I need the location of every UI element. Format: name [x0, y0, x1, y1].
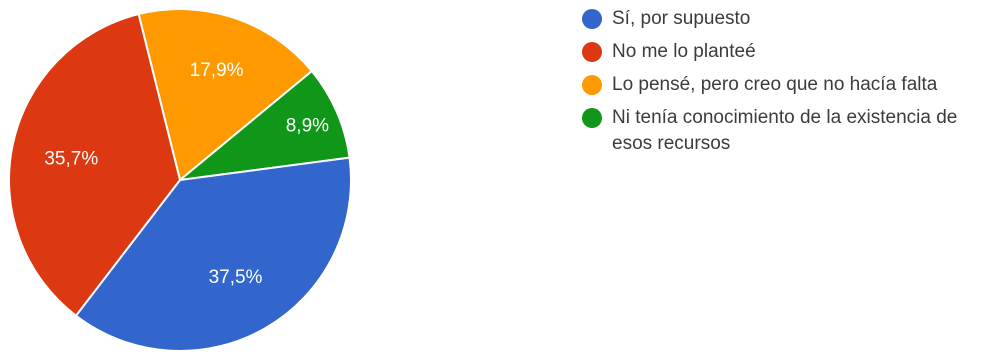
pie-slice	[8, 12, 182, 318]
pie-slice	[137, 8, 314, 182]
legend-item: Ni tenía conocimiento de la existencia d…	[582, 105, 994, 157]
pie-slice-label: 8,9%	[286, 116, 329, 137]
pie-chart: 17,9% 8,9% 37,5% 35,7%	[8, 8, 352, 352]
pie-slice-label: 17,9%	[190, 60, 244, 81]
pie-slice	[74, 156, 352, 352]
legend-item: Sí, por supuesto	[582, 6, 994, 32]
legend-item: Lo pensé, pero creo que no hacía falta	[582, 72, 994, 98]
legend-swatch-icon	[582, 108, 602, 128]
legend-label: Ni tenía conocimiento de la existencia d…	[612, 107, 958, 154]
pie-slice	[176, 69, 351, 182]
legend-label: Sí, por supuesto	[612, 8, 751, 29]
legend-label: No me lo planteé	[612, 41, 756, 62]
legend-label: Lo pensé, pero creo que no hacía falta	[612, 74, 938, 95]
chart-legend: Sí, por supuesto No me lo planteé Lo pensé…	[582, 6, 994, 164]
legend-item: No me lo planteé	[582, 39, 994, 65]
pie-slice-label: 37,5%	[209, 267, 263, 288]
legend-swatch-icon	[582, 75, 602, 95]
pie-slices	[8, 8, 352, 352]
legend-swatch-icon	[582, 9, 602, 29]
legend-swatch-icon	[582, 42, 602, 62]
pie-slice-label: 35,7%	[44, 148, 98, 169]
pie-labels: 17,9% 8,9% 37,5% 35,7%	[44, 60, 329, 288]
